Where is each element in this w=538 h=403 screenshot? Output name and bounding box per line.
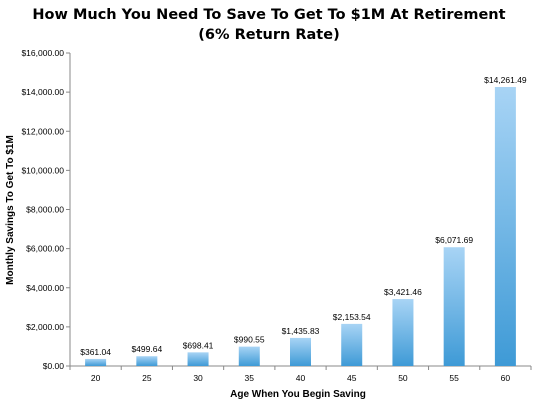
data-label-25: $499.64 <box>131 344 162 354</box>
bar-30 <box>187 352 209 366</box>
data-label-30: $698.41 <box>183 340 214 350</box>
data-label-40: $1,435.83 <box>282 326 320 336</box>
y-tick-label: $16,000.00 <box>21 48 64 58</box>
bar-20 <box>85 358 107 366</box>
bar-55 <box>443 247 465 366</box>
data-label-45: $2,153.54 <box>333 312 371 322</box>
y-axis-label: Monthly Savings To Get To $1M <box>5 135 16 285</box>
bar-25 <box>136 356 158 366</box>
x-tick-label-55: 55 <box>449 373 459 383</box>
data-label-60: $14,261.49 <box>484 75 527 85</box>
data-label-55: $6,071.69 <box>435 235 473 245</box>
y-tick-label: $12,000.00 <box>21 126 64 136</box>
data-label-50: $3,421.46 <box>384 287 422 297</box>
x-axis-label: Age When You Begin Saving <box>230 389 366 400</box>
bar-35 <box>238 346 260 366</box>
y-tick-label: $4,000.00 <box>26 283 64 293</box>
y-tick-label: $2,000.00 <box>26 322 64 332</box>
bar-40 <box>290 337 311 366</box>
x-tick-label-45: 45 <box>347 373 357 383</box>
y-tick-label: $14,000.00 <box>21 87 64 97</box>
y-tick-label: $10,000.00 <box>21 165 64 175</box>
x-tick-label-60: 60 <box>501 373 511 383</box>
x-tick-label-40: 40 <box>296 373 306 383</box>
chart-subtitle: (6% Return Rate) <box>198 27 340 43</box>
x-tick-label-25: 25 <box>142 373 152 383</box>
bar-60 <box>494 87 516 366</box>
y-tick-label: $6,000.00 <box>26 244 64 254</box>
data-label-35: $990.55 <box>234 335 265 345</box>
bar-45 <box>341 323 363 366</box>
bar-50 <box>392 299 414 366</box>
x-tick-label-20: 20 <box>91 373 101 383</box>
x-tick-label-30: 30 <box>193 373 203 383</box>
x-tick-label-50: 50 <box>398 373 408 383</box>
data-label-20: $361.04 <box>80 347 111 357</box>
chart-title: How Much You Need To Save To Get To $1M … <box>32 7 506 23</box>
y-tick-label: $8,000.00 <box>26 205 64 215</box>
x-tick-label-35: 35 <box>245 373 255 383</box>
y-tick-label: $0.00 <box>43 361 65 371</box>
